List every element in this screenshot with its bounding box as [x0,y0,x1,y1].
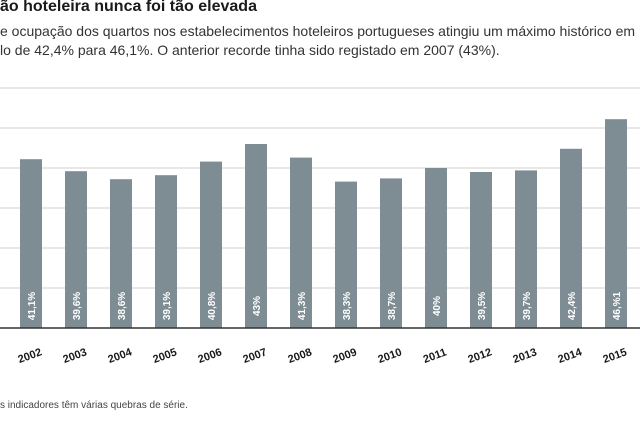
bar-2013 [515,170,537,328]
bar-2006 [200,161,222,328]
x-tick-label: 2011 [422,346,449,365]
x-tick-label: 2009 [331,346,358,366]
bar-value-label: 39,1% [162,292,173,320]
x-tick-label: 2006 [196,346,223,366]
bar-2008 [290,157,312,328]
x-tick-label: 2008 [286,346,313,366]
x-tick-label: 2013 [511,346,538,366]
x-tick-label: 2014 [556,346,584,366]
bar-2003 [65,171,87,328]
chart-subtitle: e ocupação dos quartos nos estabelecimen… [0,22,640,60]
bar-value-label: 39,6% [72,292,83,320]
bar-2007 [245,144,267,328]
bar-value-label: 38,3% [342,292,353,320]
bar-2015 [605,119,627,328]
bar-value-label: 39,5% [477,292,488,320]
bar-2002 [20,159,42,328]
bar-value-label: 38,7% [387,292,398,320]
bar-2014 [560,148,582,328]
x-tick-label: 2004 [106,346,134,366]
bar-value-label: 38,6% [117,292,128,320]
bar-value-label: 41,1% [27,292,38,320]
bar-value-label: 41,3% [297,292,308,320]
bar-2005 [155,175,177,328]
footnote: s indicadores têm várias quebras de séri… [0,400,188,411]
subtitle-line-1: e ocupação dos quartos nos estabelecimen… [0,23,636,39]
x-tick-label: 2015 [601,346,628,366]
bar-2009 [335,181,357,328]
x-tick-label: 2007 [241,346,268,366]
x-tick-label: 2003 [61,346,88,366]
bar-value-label: 39,7% [522,292,533,320]
bar-2004 [110,179,132,328]
x-tick-label: 2010 [376,346,403,366]
x-tick-label: 2012 [466,346,493,366]
bar-2010 [380,178,402,328]
subtitle-line-2: lo de 42,4% para 46,1%. O anterior recor… [0,42,500,58]
bar-value-label: 43% [252,296,263,316]
bar-value-label: 40,8% [207,292,218,320]
bar-value-label: 42,4% [567,292,578,320]
bar-value-label: 40% [432,296,443,316]
x-tick-label: 2005 [151,346,178,366]
bar-2011 [425,168,447,328]
bar-2012 [470,172,492,328]
chart-title: ão hoteleira nunca foi tão elevada [0,0,257,15]
x-tick-label: 2002 [16,346,43,366]
bar-value-label: 46,%1 [612,291,623,320]
